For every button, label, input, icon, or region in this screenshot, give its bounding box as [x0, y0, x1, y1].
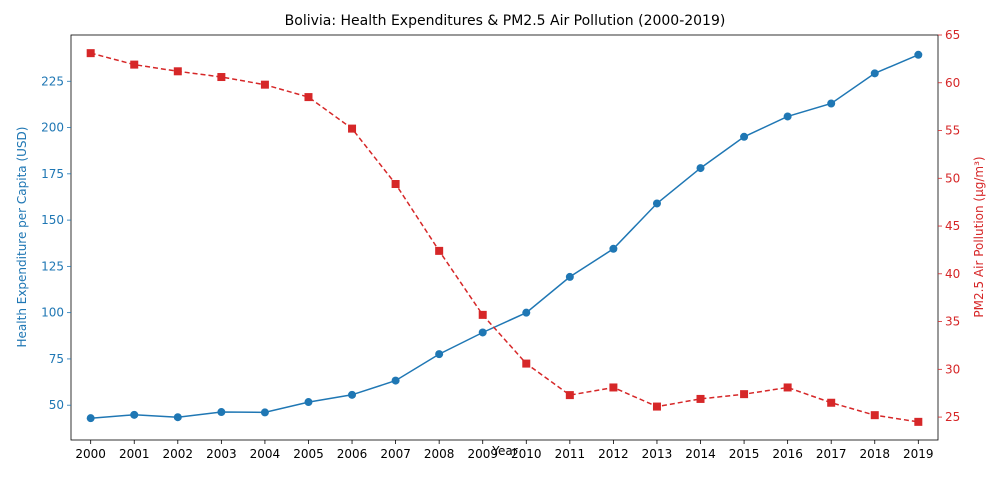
- health-expenditure-point: [260, 408, 269, 417]
- x-tick-label: 2000: [75, 447, 106, 461]
- right-y-tick-label: 35: [945, 315, 960, 329]
- pm25-point: [609, 383, 618, 392]
- x-tick-label: 2003: [206, 447, 237, 461]
- health-expenditure-point: [348, 390, 357, 399]
- pm25-point: [130, 60, 139, 69]
- pm25-point: [304, 93, 313, 102]
- x-tick-label: 2019: [903, 447, 934, 461]
- pm25-point: [696, 394, 705, 403]
- x-tick-label: 2018: [859, 447, 890, 461]
- right-y-tick-label: 55: [945, 124, 960, 138]
- health-expenditure-point: [173, 413, 182, 422]
- health-expenditure-point: [740, 132, 749, 141]
- health-expenditure-point: [565, 272, 574, 281]
- x-tick-label: 2005: [293, 447, 324, 461]
- x-tick-label: 2004: [250, 447, 281, 461]
- pm25-point: [565, 391, 574, 400]
- pm25-point: [827, 398, 836, 407]
- x-tick-label: 2007: [380, 447, 411, 461]
- right-y-tick-label: 65: [945, 28, 960, 42]
- health-expenditure-line: [90, 54, 919, 419]
- health-expenditure-point: [86, 414, 95, 423]
- left-y-tick-label: 75: [49, 352, 64, 366]
- pm25-point: [478, 310, 487, 319]
- x-tick-label: 2017: [816, 447, 847, 461]
- x-tick-label: 2014: [685, 447, 716, 461]
- health-expenditure-point: [870, 69, 879, 78]
- right-y-tick-label: 40: [945, 267, 960, 281]
- health-expenditure-point: [522, 308, 531, 317]
- right-y-tick-label: 30: [945, 362, 960, 376]
- pm25-point: [870, 411, 879, 420]
- chart-title: Bolivia: Health Expenditures & PM2.5 Air…: [285, 13, 726, 29]
- pm25-point: [435, 246, 444, 255]
- left-y-tick-label: 175: [41, 167, 64, 181]
- health-expenditure-point: [435, 350, 444, 359]
- pm25-point: [348, 124, 357, 133]
- right-y-tick-label: 50: [945, 171, 960, 185]
- pm25-point: [217, 73, 226, 82]
- left-y-tick-label: 125: [41, 259, 64, 273]
- pm25-point: [652, 402, 661, 411]
- health-expenditure-point: [696, 164, 705, 173]
- health-expenditure-point: [783, 112, 792, 121]
- pm25-point: [783, 383, 792, 392]
- x-tick-label: 2013: [642, 447, 673, 461]
- health-expenditure-point: [827, 99, 836, 108]
- x-tick-label: 2006: [337, 447, 368, 461]
- x-tick-label: 2012: [598, 447, 629, 461]
- pm25-point: [260, 80, 269, 89]
- plot-area: 2000 2001 2002 2003 2004 2005 2006 2007 2008 2009…: [41, 28, 960, 461]
- right-y-tick-label: 25: [945, 410, 960, 424]
- pm25-point: [391, 180, 400, 189]
- health-expenditure-point: [304, 398, 313, 407]
- left-y-tick-label: 100: [41, 306, 64, 320]
- right-y-axis-label: PM2.5 Air Pollution (µg/m³): [972, 156, 986, 317]
- x-tick-label: 2002: [163, 447, 194, 461]
- x-tick-label: 2016: [772, 447, 803, 461]
- plot-frame: [70, 34, 939, 441]
- pm25-point: [740, 390, 749, 399]
- health-expenditure-point: [609, 244, 618, 253]
- right-y-tick-label: 60: [945, 76, 960, 90]
- pm25-line: [90, 52, 919, 423]
- left-y-tick-label: 225: [41, 74, 64, 88]
- health-expenditure-point: [391, 376, 400, 385]
- health-expenditure-point: [217, 408, 226, 417]
- x-tick-label: 2015: [729, 447, 760, 461]
- left-y-tick-label: 50: [49, 398, 64, 412]
- left-y-tick-label: 200: [41, 121, 64, 135]
- left-y-axis-label: Health Expenditure per Capita (USD): [15, 127, 29, 348]
- pm25-point: [86, 49, 95, 58]
- x-tick-label: 2009: [467, 447, 498, 461]
- health-expenditure-point: [478, 328, 487, 337]
- pm25-point: [522, 359, 531, 368]
- health-expenditure-point: [914, 50, 923, 59]
- right-y-tick-label: 45: [945, 219, 960, 233]
- x-tick-label: 2001: [119, 447, 150, 461]
- health-expenditure-point: [130, 410, 139, 419]
- x-tick-label: 2008: [424, 447, 455, 461]
- x-tick-label: 2011: [555, 447, 586, 461]
- x-axis-label: Year: [491, 444, 517, 458]
- health-expenditure-point: [652, 199, 661, 208]
- pm25-point: [173, 67, 182, 76]
- pm25-point: [914, 417, 923, 426]
- left-y-tick-label: 150: [41, 213, 64, 227]
- x-tick-label: 2010: [511, 447, 542, 461]
